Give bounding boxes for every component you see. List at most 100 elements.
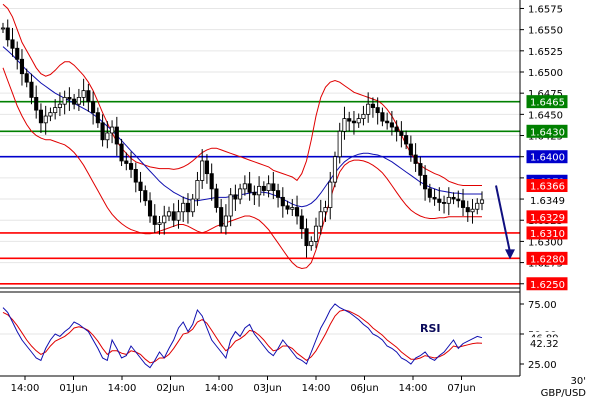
- candle: [404, 130, 409, 150]
- candle: [257, 176, 262, 207]
- candle: [261, 181, 266, 196]
- candle: [219, 199, 224, 233]
- candle-body: [233, 194, 238, 200]
- candle-body: [328, 181, 333, 208]
- candle: [166, 206, 172, 222]
- candle-body: [451, 196, 456, 200]
- candle-body: [437, 198, 442, 203]
- price-level-tags: 1.64651.64301.64001.63711.63661.63491.63…: [526, 95, 568, 291]
- time-axis-ticks: 14:00 01Jun 14:00 02Jun 14:00 03Jun 14:00 06Jun…: [11, 376, 476, 394]
- candle-body: [356, 118, 361, 124]
- candle-body: [5, 27, 10, 41]
- candle: [347, 111, 352, 132]
- price-level-tag: 1.6400: [526, 150, 568, 164]
- candle: [351, 110, 357, 135]
- candle: [162, 205, 167, 235]
- candle-body: [105, 132, 110, 141]
- candle-body: [304, 228, 309, 247]
- candle-body: [404, 135, 409, 145]
- candle: [242, 175, 247, 196]
- rsi-signal-tag-box: [527, 337, 567, 350]
- candle-body: [53, 107, 58, 114]
- candle: [171, 203, 176, 228]
- candle: [456, 190, 461, 208]
- candle-body: [72, 98, 77, 105]
- price-level-tag-box: [526, 251, 568, 265]
- candle-body: [309, 241, 314, 247]
- candle-body: [15, 47, 20, 60]
- candle-body: [214, 188, 219, 208]
- candle: [479, 191, 485, 211]
- candle: [10, 27, 15, 57]
- price-level-tag-box: [526, 150, 568, 164]
- candle: [394, 120, 399, 142]
- candle: [53, 99, 58, 120]
- candle: [318, 199, 323, 235]
- candle: [465, 200, 470, 222]
- price-level-tag: 1.6366: [526, 179, 568, 193]
- rsi-label: RSI: [420, 322, 441, 335]
- candle-body: [351, 120, 357, 124]
- candle-body: [347, 118, 352, 122]
- candle-body: [257, 185, 262, 196]
- candle: [475, 198, 480, 215]
- candle-body: [294, 207, 300, 217]
- candle: [337, 122, 342, 164]
- candle: [34, 85, 39, 119]
- candle-body: [238, 188, 243, 200]
- candle: [72, 94, 77, 110]
- candle: [133, 162, 138, 193]
- candle: [176, 199, 181, 229]
- candle-body: [38, 109, 44, 124]
- candle: [247, 171, 252, 201]
- candle: [460, 188, 466, 216]
- candle-body: [62, 97, 67, 105]
- candle: [451, 192, 456, 205]
- candle-body: [124, 160, 129, 164]
- candle-body: [399, 130, 404, 136]
- candle-body: [266, 183, 271, 191]
- candle-body: [342, 118, 347, 132]
- rsi-tick-label: 75.00: [528, 300, 557, 311]
- candle: [294, 195, 300, 225]
- candle: [91, 91, 96, 125]
- candle: [124, 152, 129, 171]
- symbol-label: GBP/USD: [541, 388, 587, 399]
- candle-body: [190, 198, 195, 213]
- price-level-tag-box: [526, 179, 568, 193]
- candle-body: [157, 222, 162, 225]
- candle-body: [86, 90, 91, 103]
- candle: [342, 106, 347, 140]
- candle-body: [389, 122, 394, 128]
- candle: [437, 187, 442, 211]
- candle-body: [19, 58, 25, 75]
- candle-body: [252, 191, 257, 196]
- rsi-tick-label: 25.00: [528, 360, 557, 371]
- candle: [143, 185, 148, 206]
- candle: [309, 236, 314, 251]
- candle-body: [271, 183, 276, 191]
- candle: [48, 107, 53, 122]
- candle-body: [152, 215, 157, 225]
- candle-body: [48, 112, 53, 117]
- candle: [19, 49, 25, 86]
- candle-body: [323, 207, 328, 213]
- price-level-tag: 1.6465: [526, 95, 568, 109]
- candle-body: [242, 183, 247, 190]
- price-level-tag-label: 1.6250: [530, 280, 565, 291]
- candle: [138, 171, 143, 203]
- candle-body: [470, 208, 475, 213]
- chart-frame: [0, 0, 521, 377]
- candle-body: [423, 174, 428, 190]
- candle-body: [219, 207, 224, 227]
- price-level-tag: 1.6280: [526, 251, 568, 265]
- price-level-tag-label: 1.6329: [530, 213, 565, 224]
- candle: [408, 135, 413, 162]
- candle: [181, 196, 186, 222]
- candle: [413, 143, 418, 172]
- candle-body: [181, 202, 186, 213]
- projection-line: [495, 185, 511, 253]
- projection-arrowhead: [505, 249, 515, 260]
- candle: [285, 200, 290, 215]
- price-level-tag-label: 1.6280: [530, 254, 565, 265]
